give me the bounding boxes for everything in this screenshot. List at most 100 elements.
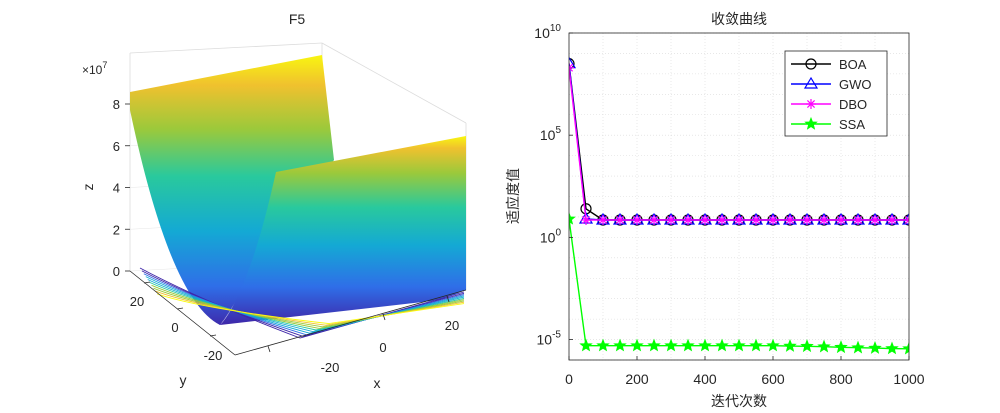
y-axis: 20 0 -20 — [130, 281, 223, 363]
z-tick-label: 4 — [113, 181, 120, 196]
convergence-x-label: 迭代次数 — [711, 394, 767, 410]
series-dbo — [569, 62, 909, 226]
data-point-star — [868, 340, 882, 354]
x-axis-line — [234, 289, 467, 356]
x-tick-label: -20 — [321, 360, 340, 375]
y-tick-label: 10-5 — [537, 330, 562, 348]
data-point-star — [569, 211, 576, 225]
y-tick-label: 0 — [171, 320, 178, 335]
x-tick-label: 1000 — [893, 371, 924, 387]
legend-entry: BOA — [791, 57, 867, 72]
y-ticks: 1010 105 100 10-5 — [534, 23, 573, 348]
data-point-asterisk — [836, 215, 846, 226]
convergence-title: 收敛曲线 — [711, 12, 767, 28]
data-point-asterisk — [785, 215, 795, 226]
data-point-asterisk — [751, 215, 761, 226]
data-point-star — [579, 338, 593, 352]
plot-frame — [568, 32, 910, 361]
data-point-star — [783, 338, 797, 352]
z-axis: 0 2 4 6 8 — [113, 97, 130, 279]
z-tick-label: 2 — [113, 222, 120, 237]
surface-front-face — [220, 136, 466, 325]
y-tick-label: 20 — [130, 294, 144, 309]
contour-line — [157, 293, 465, 325]
legend-entry: GWO — [791, 76, 872, 92]
surface-back-face — [130, 55, 334, 325]
data-point-star — [715, 338, 729, 352]
data-point-star — [732, 338, 746, 352]
legend-label: DBO — [839, 97, 867, 112]
data-point-star — [800, 339, 814, 353]
legend-box — [784, 50, 888, 137]
x-tick — [382, 313, 386, 321]
data-point-star — [902, 341, 909, 355]
data-point-star — [647, 338, 661, 352]
convergence-y-label: 适应度值 — [505, 168, 522, 224]
data-point-star — [817, 339, 831, 353]
data-point-asterisk — [768, 215, 778, 226]
x-tick-label: 0 — [379, 340, 386, 355]
y-tick-label: 1010 — [534, 23, 561, 41]
data-point-asterisk — [853, 215, 863, 226]
data-point-asterisk — [904, 215, 909, 226]
data-point-asterisk — [615, 215, 625, 226]
y-tick — [143, 281, 151, 284]
surface-title: F5 — [289, 11, 306, 27]
data-point-asterisk — [802, 215, 812, 226]
x-tick-label: 20 — [445, 318, 459, 333]
series-group — [569, 56, 909, 355]
surface-inner-face — [130, 92, 276, 325]
data-point-asterisk — [717, 215, 727, 226]
z-axis-label: z — [80, 184, 96, 191]
data-point-asterisk — [700, 215, 710, 226]
data-point-star — [596, 338, 610, 352]
y-axis-label: y — [180, 372, 187, 388]
data-point-asterisk — [649, 215, 659, 226]
z-tick-label: 6 — [113, 139, 120, 154]
data-point-star — [804, 116, 818, 130]
data-point-triangle — [803, 76, 819, 89]
data-point-triangle — [569, 56, 577, 69]
z-tick-label: 0 — [113, 264, 120, 279]
z-tick-label: 8 — [113, 97, 120, 112]
data-point-star — [613, 338, 627, 352]
x-tick — [446, 295, 450, 303]
y-tick — [209, 334, 217, 337]
data-point-asterisk — [569, 62, 574, 73]
data-point-asterisk — [819, 215, 829, 226]
data-point-asterisk — [870, 215, 880, 226]
data-point-asterisk — [581, 215, 591, 226]
contour-lines — [139, 267, 465, 339]
data-point-star — [664, 338, 678, 352]
y-axis-line — [129, 270, 236, 356]
series-ssa — [569, 211, 909, 355]
x-tick-label: 0 — [565, 371, 573, 387]
z-exponent-label: ×107 — [82, 60, 107, 77]
x-tick-label: 800 — [829, 371, 853, 387]
data-point-asterisk — [683, 215, 693, 226]
x-tick — [267, 345, 271, 353]
legend-entry: DBO — [791, 97, 867, 112]
data-point-circle — [805, 58, 817, 70]
legend-label: GWO — [839, 77, 872, 92]
y-tick-label: 100 — [540, 227, 562, 245]
y-tick — [176, 307, 184, 310]
y-tick-label: -20 — [204, 348, 223, 363]
x-tick-label: 400 — [693, 371, 717, 387]
data-point-asterisk — [632, 215, 642, 226]
legend-label: BOA — [839, 57, 867, 72]
data-point-asterisk — [666, 215, 676, 226]
legend: BOA GWO DBO SSA — [784, 50, 888, 137]
data-point-star — [698, 338, 712, 352]
x-axis: -20 0 20 — [267, 295, 459, 375]
data-point-star — [630, 338, 644, 352]
data-point-asterisk — [806, 99, 816, 109]
legend-label: SSA — [839, 117, 865, 132]
convergence-plot: 收敛曲线 0 200 400 600 800 1000 1010 105 100 10-5 迭代… — [505, 12, 925, 410]
data-point-triangle — [901, 212, 909, 225]
x-axis-label: x — [374, 375, 381, 391]
data-point-star — [681, 338, 695, 352]
data-point-circle — [569, 58, 575, 70]
data-point-asterisk — [734, 215, 744, 226]
